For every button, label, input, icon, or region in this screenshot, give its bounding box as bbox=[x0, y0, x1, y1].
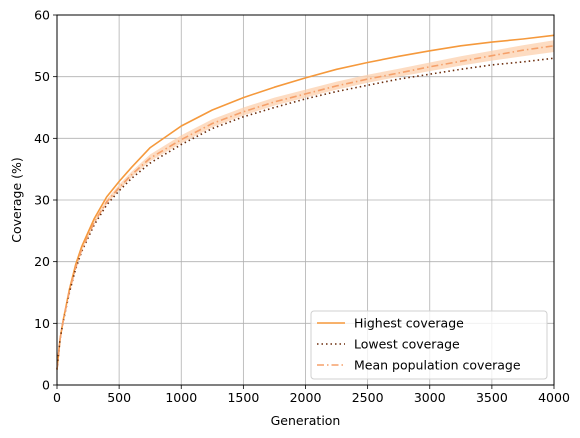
x-tick-label: 1500 bbox=[227, 390, 259, 405]
x-tick-label: 3000 bbox=[414, 390, 446, 405]
y-tick-label: 10 bbox=[34, 316, 50, 331]
y-tick-label: 20 bbox=[34, 254, 50, 269]
y-axis-ticks: 0 10 20 30 40 50 60 bbox=[34, 8, 57, 393]
x-tick-label: 500 bbox=[107, 390, 131, 405]
x-axis-ticks: 0 500 1000 1500 2000 2500 3000 3500 4000 bbox=[53, 385, 570, 405]
y-tick-label: 60 bbox=[34, 8, 50, 23]
y-tick-label: 0 bbox=[42, 378, 50, 393]
series-line bbox=[56, 57, 555, 370]
legend-label: Mean population coverage bbox=[354, 358, 521, 373]
x-tick-label: 0 bbox=[53, 390, 61, 405]
x-tick-label: 2500 bbox=[352, 390, 384, 405]
legend-label: Highest coverage bbox=[354, 316, 464, 331]
x-tick-label: 2000 bbox=[290, 390, 322, 405]
x-tick-label: 1000 bbox=[165, 390, 197, 405]
legend-label: Lowest coverage bbox=[354, 337, 460, 352]
series-lines bbox=[56, 34, 555, 370]
y-tick-label: 30 bbox=[34, 193, 50, 208]
legend: Highest coverage Lowest coverage Mean popu… bbox=[310, 310, 548, 380]
y-axis-label: Coverage (%) bbox=[9, 157, 24, 243]
x-tick-label: 3500 bbox=[476, 390, 508, 405]
x-axis-label: Generation bbox=[271, 413, 341, 428]
series-line bbox=[56, 45, 555, 370]
legend-box bbox=[310, 310, 548, 380]
y-tick-label: 50 bbox=[34, 69, 50, 84]
x-tick-label: 4000 bbox=[538, 390, 570, 405]
y-tick-label: 40 bbox=[34, 131, 50, 146]
